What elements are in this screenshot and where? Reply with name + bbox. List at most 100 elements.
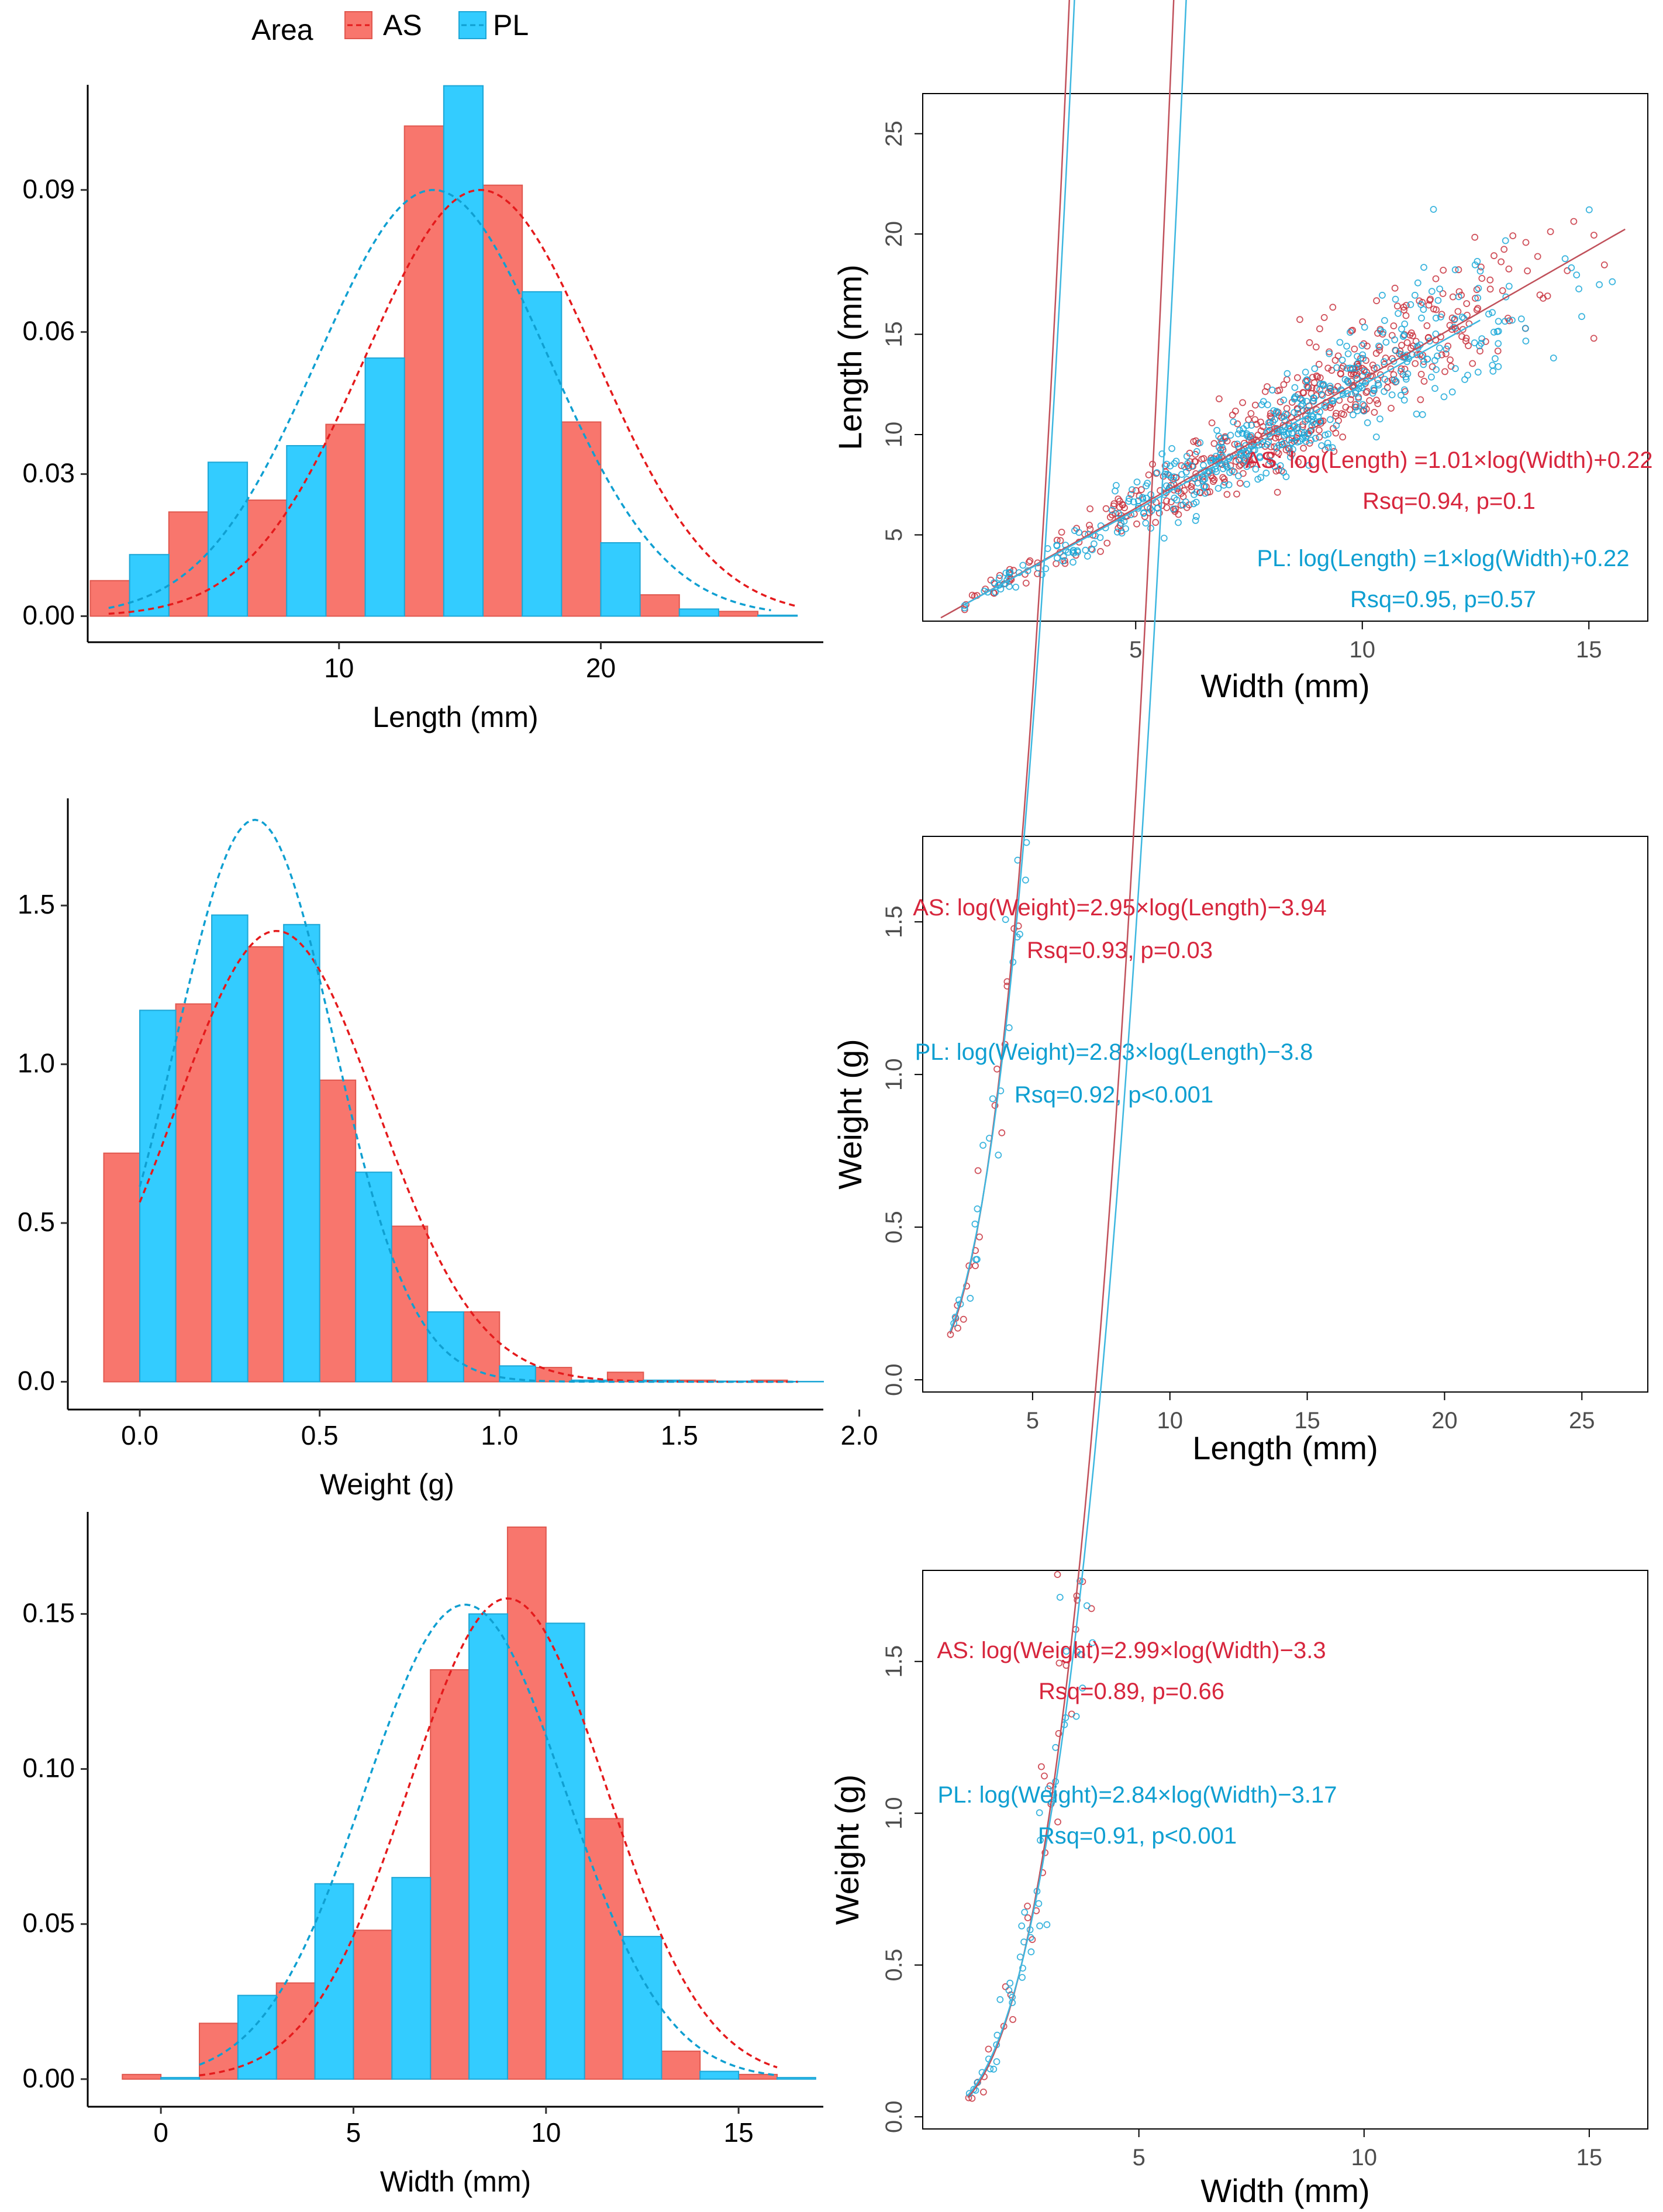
data-point-pl [1184, 460, 1192, 467]
data-point-pl [1353, 404, 1360, 411]
bar-as [275, 1982, 316, 2080]
data-point-as [1233, 490, 1240, 498]
data-point-pl [1288, 435, 1296, 442]
x-axis-label: Width (mm) [1200, 667, 1369, 704]
data-point-pl [1006, 1979, 1014, 1987]
data-point-as [1383, 384, 1391, 391]
data-point-as [1219, 474, 1227, 481]
x-tick-label: 10 [1350, 637, 1376, 663]
data-point-as [1175, 511, 1182, 518]
data-point-as [1494, 347, 1502, 354]
data-point-pl [1448, 388, 1456, 396]
data-point-pl [1019, 561, 1027, 569]
data-point-as [1402, 312, 1410, 319]
data-point-pl [1192, 517, 1199, 524]
data-point-pl [1062, 1648, 1070, 1655]
data-point-pl [1192, 498, 1200, 506]
bar-pl [391, 1877, 432, 2080]
data-point-as [974, 1167, 982, 1174]
data-point-as [1420, 378, 1428, 385]
x-tick-label: 15 [1294, 1408, 1320, 1434]
data-point-pl [1072, 1713, 1080, 1720]
legend-title: Area [251, 13, 313, 46]
data-point-pl [1344, 390, 1351, 397]
y-tick-label: 0.0 [881, 1363, 907, 1396]
data-point-pl [1200, 461, 1207, 469]
data-point-pl [1321, 402, 1329, 409]
data-point-as [1058, 529, 1065, 536]
points-pl [950, 839, 1030, 1327]
data-point-pl [1221, 434, 1229, 442]
bar-as [89, 580, 130, 617]
bar-as [175, 1003, 213, 1383]
data-point-pl [1257, 474, 1265, 481]
data-point-as [1417, 371, 1425, 378]
density-curve-pl [108, 189, 771, 612]
data-point-pl [1265, 438, 1272, 446]
data-point-as [1522, 239, 1530, 246]
data-point-as [1332, 412, 1340, 420]
data-point-as [1338, 364, 1345, 372]
data-point-as [1361, 402, 1368, 409]
data-point-pl [1258, 401, 1265, 408]
data-point-pl [1310, 395, 1318, 402]
x-tick-label: 0 [153, 2117, 168, 2148]
data-point-pl [974, 1205, 981, 1212]
data-point-as [1041, 1772, 1048, 1780]
data-point-as [1302, 378, 1309, 385]
data-point-pl [1344, 350, 1352, 357]
data-point-pl [1360, 355, 1367, 362]
data-point-pl [1215, 433, 1223, 440]
data-point-pl [1471, 339, 1478, 347]
plot-frame [922, 836, 1648, 1393]
data-point-pl [1280, 397, 1288, 404]
data-point-pl [1243, 422, 1251, 429]
data-point-pl [1338, 387, 1346, 395]
data-point-pl [1243, 463, 1251, 470]
x-tick-label: 1.0 [481, 1420, 518, 1450]
data-point-as [1388, 405, 1395, 412]
data-point-as [1231, 408, 1239, 415]
data-point-pl [996, 574, 1003, 582]
data-point-as [1316, 325, 1323, 333]
data-point-pl [1278, 441, 1286, 449]
data-point-pl [1436, 344, 1443, 352]
bar-as [606, 1372, 644, 1383]
data-point-pl [1143, 482, 1150, 490]
data-point-pl [1243, 450, 1251, 457]
data-point-as [1432, 275, 1440, 282]
x-axis-label: Weight (g) [320, 1468, 454, 1501]
data-point-as [1217, 435, 1224, 442]
data-point-pl [1083, 1602, 1091, 1610]
data-point-as [1273, 449, 1281, 456]
data-point-pl [1372, 433, 1380, 440]
length-width-scatter: 5 10 15 5 10 15 20 25 Width (mm) Length (mm) AS: l… [832, 93, 1653, 704]
data-point-pl [1305, 429, 1313, 437]
data-point-pl [1019, 1965, 1026, 1972]
data-point-as [1462, 335, 1470, 342]
fit-line-pl [963, 319, 1481, 606]
data-point-pl [1265, 422, 1272, 429]
data-point-pl [1236, 426, 1243, 434]
data-point-pl [1398, 325, 1405, 333]
data-point-as [1564, 267, 1571, 274]
y-tick-label: 1.0 [881, 1058, 907, 1091]
data-point-pl [1053, 542, 1061, 550]
data-point-pl [1002, 916, 1009, 924]
y-tick-label: 1.5 [881, 905, 907, 938]
data-point-as [998, 1129, 1006, 1136]
data-point-pl [1056, 1594, 1064, 1601]
data-point-pl [970, 2086, 978, 2093]
bar-pl [355, 1172, 392, 1383]
data-point-pl [1478, 335, 1486, 342]
data-point-as [1276, 398, 1284, 405]
data-point-as [1312, 343, 1320, 351]
data-point-pl [1160, 535, 1168, 542]
annotation-pl: Rsq=0.91, p<0.001 [1038, 1823, 1237, 1849]
data-point-as [1247, 410, 1255, 417]
data-point-pl [1084, 553, 1091, 560]
x-axis-label: Width (mm) [380, 2165, 531, 2198]
data-point-as [1390, 322, 1398, 330]
data-point-as [1055, 1659, 1063, 1667]
data-point-as [1054, 1818, 1061, 1826]
